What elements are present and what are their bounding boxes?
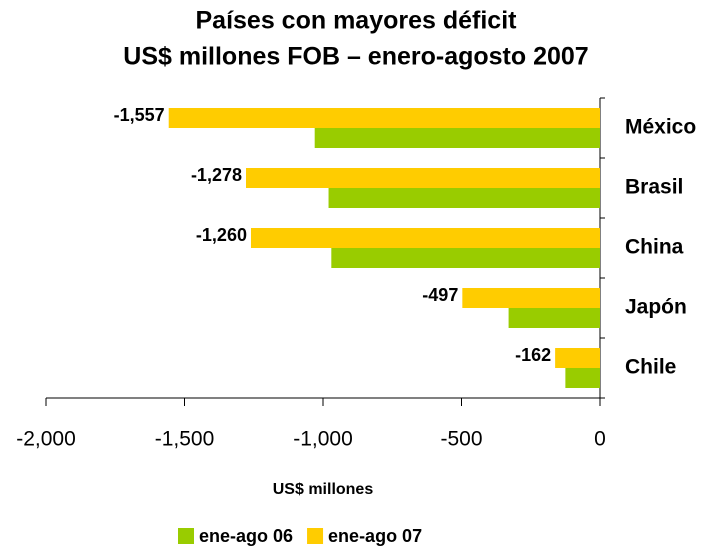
bar xyxy=(508,308,600,328)
x-tick-label: -1,000 xyxy=(293,428,353,451)
bar xyxy=(555,348,600,368)
x-axis-label: US$ millones xyxy=(273,481,374,498)
y-tick-label: China xyxy=(625,236,684,259)
bar xyxy=(565,368,600,388)
x-tick-label: -500 xyxy=(440,428,482,451)
legend-label: ene-ago 06 xyxy=(199,526,293,546)
x-tick-label: -2,000 xyxy=(16,428,76,451)
data-label: -497 xyxy=(422,285,458,305)
bar xyxy=(245,168,600,188)
bar xyxy=(462,288,600,308)
data-label: -1,278 xyxy=(191,165,242,185)
legend-swatch xyxy=(307,528,324,544)
bar xyxy=(314,128,600,148)
y-tick-label: Japón xyxy=(625,296,687,319)
chart-title: Países con mayores déficit xyxy=(196,7,518,35)
bar xyxy=(168,108,600,128)
bar xyxy=(331,248,600,268)
legend-label: ene-ago 07 xyxy=(328,526,422,546)
legend-swatch xyxy=(178,528,194,544)
y-tick-label: Brasil xyxy=(625,176,683,199)
data-label: -162 xyxy=(515,345,551,365)
data-label: -1,557 xyxy=(114,105,165,125)
bar xyxy=(328,188,600,208)
chart-subtitle: US$ millones FOB – enero-agosto 2007 xyxy=(123,43,588,71)
y-tick-label: México xyxy=(625,116,696,139)
data-label: -1,260 xyxy=(196,225,247,245)
x-tick-label: -1,500 xyxy=(155,428,215,451)
x-tick-label: 0 xyxy=(594,428,606,451)
bar xyxy=(250,228,601,248)
y-tick-label: Chile xyxy=(625,356,676,379)
